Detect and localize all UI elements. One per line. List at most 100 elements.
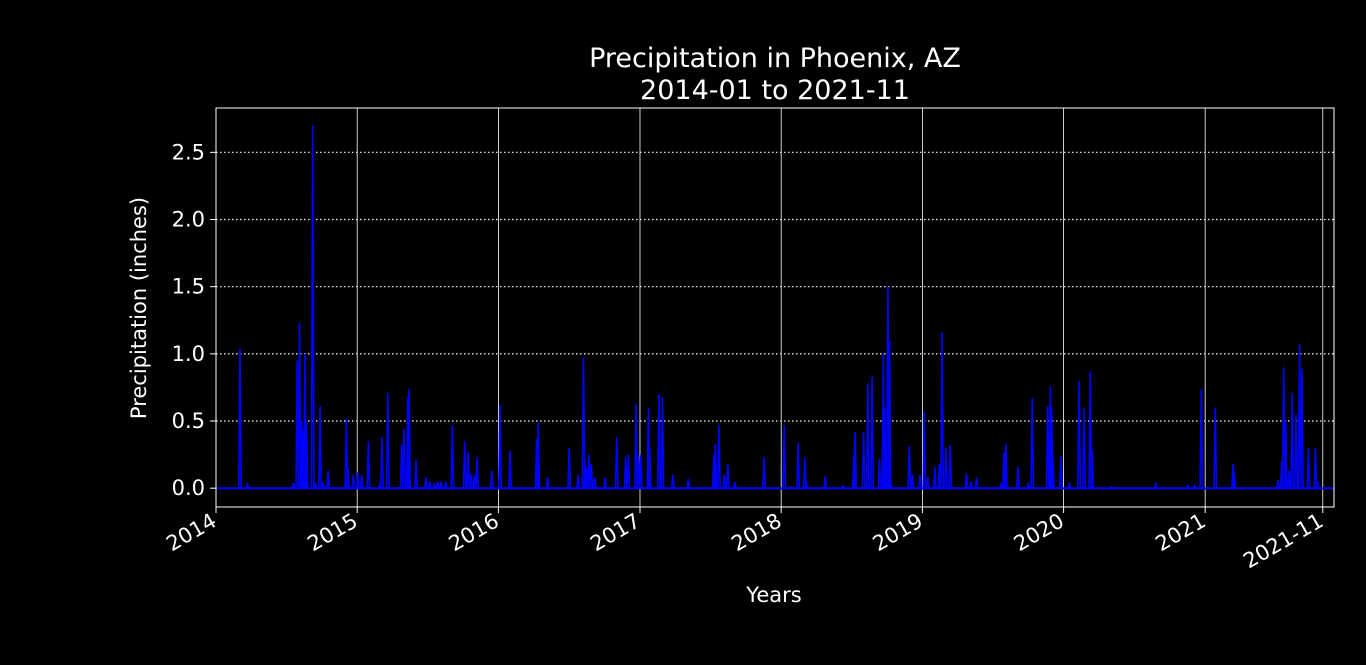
data-spike: [722, 474, 727, 489]
data-spike: [789, 485, 794, 489]
data-spike: [802, 457, 807, 489]
data-spike: [1294, 414, 1299, 489]
data-spike: [475, 457, 480, 489]
x-axis-label: Years: [745, 583, 801, 607]
data-spike: [882, 407, 887, 489]
data-spike: [1232, 472, 1237, 489]
data-spike: [508, 450, 513, 489]
data-spike: [1082, 407, 1087, 489]
data-spike: [762, 457, 767, 489]
data-spike: [853, 431, 858, 489]
data-spike: [237, 348, 242, 489]
data-spike: [1315, 481, 1320, 489]
data-spike: [592, 477, 597, 489]
y-tick-label: 1.0: [172, 342, 205, 366]
data-spike: [1003, 443, 1008, 489]
data-spike: [313, 482, 318, 489]
plot-frame: [215, 107, 1335, 508]
data-spike: [1045, 406, 1050, 489]
data-spike: [326, 470, 331, 489]
data-spike: [634, 403, 639, 489]
data-spike: [497, 404, 502, 489]
data-spike: [1313, 447, 1318, 489]
data-spike: [660, 396, 665, 489]
data-spike: [732, 481, 737, 489]
data-spike: [1050, 455, 1055, 489]
data-spike: [614, 437, 619, 489]
data-spike: [427, 481, 432, 489]
data-spike: [1153, 481, 1158, 489]
data-spike: [432, 481, 437, 489]
data-spike: [468, 474, 473, 489]
data-spike: [1290, 392, 1295, 489]
data-spike: [647, 447, 652, 489]
chart-title-line-1: Precipitation in Phoenix, AZ: [589, 43, 961, 74]
data-spike: [472, 474, 477, 489]
data-spike: [536, 422, 541, 489]
data-spike: [462, 441, 467, 489]
data-spike: [304, 421, 309, 489]
data-spike: [385, 392, 390, 489]
data-spike: [567, 447, 572, 489]
data-spike: [656, 394, 661, 489]
data-spike: [948, 445, 953, 489]
data-spike: [918, 474, 923, 489]
data-spike: [823, 476, 828, 489]
data-spike: [439, 481, 444, 489]
data-spike: [344, 418, 349, 489]
chart-title-line-2: 2014-01 to 2021-11: [640, 75, 910, 106]
data-spike: [581, 357, 586, 489]
data-spike: [1306, 447, 1311, 489]
data-spike: [969, 481, 974, 489]
data-spike: [907, 446, 912, 489]
y-axis-ticks: 0.0 0.5 1.0 1.5 2.0 2.5: [172, 140, 216, 500]
data-spike: [407, 388, 412, 489]
data-spike: [443, 481, 448, 489]
data-spike: [435, 481, 440, 489]
data-spike: [414, 459, 419, 489]
data-spike: [366, 441, 371, 489]
y-tick-label: 0.0: [172, 476, 205, 500]
data-spike: [877, 458, 882, 489]
data-spike: [245, 481, 250, 489]
data-spike: [887, 340, 892, 489]
data-spike: [1297, 344, 1302, 489]
data-spike: [841, 483, 846, 489]
data-spike: [782, 425, 787, 489]
data-spike: [670, 474, 675, 489]
data-spike: [713, 443, 718, 489]
data-spike: [1088, 371, 1093, 489]
data-spike: [1067, 481, 1072, 489]
data-spike: [796, 442, 801, 489]
y-tick-label: 2.5: [172, 140, 205, 164]
data-spike: [889, 483, 894, 489]
data-spike: [974, 477, 979, 489]
data-spike: [545, 477, 550, 489]
data-spike: [636, 454, 641, 489]
data-spike: [1030, 398, 1035, 489]
data-spike: [1026, 481, 1031, 489]
data-spike: [489, 470, 494, 489]
data-spike: [351, 474, 356, 489]
data-spike: [804, 481, 809, 489]
axes-frame: [215, 107, 1335, 508]
data-spike: [576, 474, 581, 489]
data-spike: [310, 125, 315, 489]
data-spike: [922, 411, 927, 489]
data-spike: [379, 437, 384, 489]
data-spike: [1058, 455, 1063, 489]
data-spike: [291, 482, 296, 489]
data-spike: [861, 431, 866, 489]
data-spike: [725, 463, 730, 489]
data-spike: [1213, 407, 1218, 489]
y-tick-label: 0.5: [172, 409, 205, 433]
data-spike: [870, 376, 875, 489]
data-spike: [355, 472, 360, 489]
data-spike: [1185, 483, 1190, 489]
data-spike: [402, 429, 407, 489]
data-spike: [626, 454, 631, 489]
data-spike: [964, 473, 969, 489]
data-spike: [940, 332, 945, 489]
data-spike: [318, 406, 323, 489]
